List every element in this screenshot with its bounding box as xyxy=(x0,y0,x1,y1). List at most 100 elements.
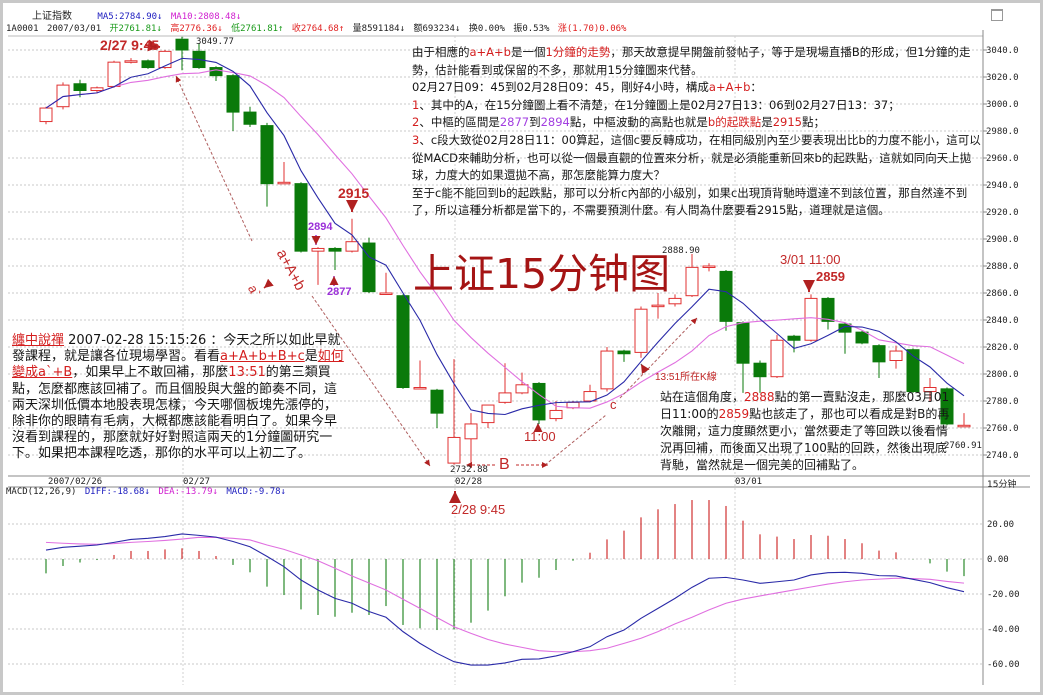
price-tick-label: 2920.0 xyxy=(986,208,1019,218)
candle xyxy=(413,360,427,390)
candle-body xyxy=(328,247,342,252)
candle-body xyxy=(362,242,376,293)
text-segment: 到 xyxy=(529,115,541,130)
candle xyxy=(838,322,852,354)
ma5-value: MA5:2784.90↓ xyxy=(97,12,163,22)
candle xyxy=(362,237,376,293)
candle xyxy=(719,270,733,331)
index-name: 上证指数 xyxy=(32,11,72,22)
text-segment: 次離開，這力度顯然更小，當然要走了等回跌以後看情 xyxy=(660,424,949,438)
label-2859: 2859 xyxy=(816,269,845,284)
candle xyxy=(481,404,495,428)
candle-body xyxy=(753,362,767,378)
candle xyxy=(141,59,155,69)
text-line: 1、其中的A，在15分鐘圖上看不清楚，在1分鐘圖上是02月27日13：06到02… xyxy=(412,97,981,115)
calendar-icon[interactable] xyxy=(991,9,1003,21)
arrow-2-27 xyxy=(144,39,161,52)
text-segment: 是 xyxy=(304,349,318,365)
dashed-arrow-c-up xyxy=(619,317,698,399)
label-high-2888: 2888.90 xyxy=(662,246,700,256)
candle-body xyxy=(90,87,104,92)
index-code: 1A0001 xyxy=(6,24,39,34)
macd-name: MACD(12,26,9) xyxy=(6,487,77,497)
candle-body xyxy=(838,323,852,333)
text-segment: 況再回補，而後面又出現了100點的回跌，然後出現底 xyxy=(660,441,947,455)
label-2-27-945: 2/27 9:45 xyxy=(100,37,160,53)
text-segment: 3 xyxy=(412,132,420,147)
candle xyxy=(736,321,750,393)
text-line: 至于c能不能回到b的起跌點，那可以分析c內部的小級別，如果c出現頂背馳時還達不到… xyxy=(412,185,981,203)
text-line: 站在這個角度，2888點的第一賣點沒走，那麼03月01 xyxy=(660,389,949,406)
text-segment: 了，所以這種分析都是當下的，不需要預測什麼。有人問為什麼要看2915點，道理就是… xyxy=(412,203,890,218)
candle xyxy=(532,382,546,424)
diff-line xyxy=(45,533,965,666)
close-value: 收2764.68↑ xyxy=(291,24,345,34)
amplitude-value: 振0.53% xyxy=(513,24,550,34)
candle xyxy=(328,247,342,271)
text-line: 下。如果把本課程吃透，那你的水平可以上初二了。 xyxy=(12,446,344,462)
text-segment: 勢，估計能看到或保留的不多，那就用15分鐘圖來代替。 xyxy=(412,62,703,77)
price-tick-label: 2940.0 xyxy=(986,181,1019,191)
dashed-arrow-to-2-28 xyxy=(311,295,431,467)
candle-body xyxy=(379,292,393,295)
text-segment: 13:51 xyxy=(228,365,266,381)
label-low-2760: 2760.91 xyxy=(944,441,982,451)
candle-body xyxy=(957,424,971,428)
candle xyxy=(957,413,971,428)
candle-body xyxy=(209,67,223,77)
candle xyxy=(243,106,257,127)
ma5-line xyxy=(45,57,965,416)
candle xyxy=(124,58,138,64)
ma10-line xyxy=(45,69,965,409)
text-segment: 02月27日09：45到02月28日09：45，剛好4小時，構成 xyxy=(412,80,709,95)
text-segment: 2859 xyxy=(718,407,750,421)
macd-panel xyxy=(45,500,965,666)
text-segment: ： xyxy=(750,80,762,95)
macd-tick-label: -60.00 xyxy=(987,660,1020,670)
turnover-value: 换0.00% xyxy=(468,24,505,34)
candles xyxy=(39,36,971,465)
text-segment: 變成a`+B xyxy=(12,365,73,381)
dea-value: DEA:-13.79↓ xyxy=(158,487,218,497)
candle xyxy=(430,388,444,428)
annotation-marks xyxy=(144,39,815,503)
chart-title: 上证15分钟图 xyxy=(413,250,671,298)
price-tick-label: 2960.0 xyxy=(986,154,1019,164)
candle-body xyxy=(311,247,325,252)
macd-header: MACD(12,26,9) DIFF:-18.68↓ DEA:-13.79↓ M… xyxy=(6,487,289,498)
candle xyxy=(311,247,325,285)
text-line: 從MACD來輔助分析，也可以從一個最直觀的位置來分析，就是必須能重新回來b的起跌… xyxy=(412,150,981,168)
macd-tick-label: -40.00 xyxy=(987,625,1020,635)
candle xyxy=(464,413,478,464)
dashed-line-c xyxy=(544,414,607,466)
text-segment: ，如果早上不敢回補，那麼 xyxy=(72,365,229,381)
text-segment: 下。如果把本課程吃透，那你的水平可以上初二了。 xyxy=(12,446,312,462)
candle xyxy=(498,363,512,404)
price-tick-label: 2880.0 xyxy=(986,262,1019,272)
period-label[interactable]: 15分钟 xyxy=(987,480,1017,490)
text-segment: 至于c能不能回到b的起跌點，那可以分析c內部的小級別，如果c出現頂背馳時還達不到… xyxy=(412,185,968,200)
label-B: B xyxy=(499,456,510,473)
candle xyxy=(787,334,801,353)
candle-body xyxy=(617,350,631,355)
candle-body xyxy=(515,384,529,394)
text-line: 兩天深圳低價本地股表現怎樣，今天哪個板塊先漲停的， xyxy=(12,398,344,414)
candle-body xyxy=(583,391,597,402)
candle-body xyxy=(345,241,359,252)
candle xyxy=(634,306,648,358)
candle-body xyxy=(668,297,682,305)
candle xyxy=(940,387,954,426)
label-2877: 2877 xyxy=(327,286,352,298)
text-segment: 點，怎麼都應該回補了。而且個股與大盤的節奏不同，這 xyxy=(12,381,338,397)
label-low-2732: 2732.88 xyxy=(450,465,488,475)
price-tick-label: 2860.0 xyxy=(986,289,1019,299)
candle-body xyxy=(141,60,155,69)
candle xyxy=(685,253,699,298)
price-tick-label: 2780.0 xyxy=(986,397,1019,407)
label-high-3049: 3049.77 xyxy=(196,37,234,47)
text-segment: 點，中樞波動的高點也就是 xyxy=(569,115,708,130)
text-line: 沒看到課程的，那麼就好好對照這兩天的1分鐘圖研究一 xyxy=(12,430,344,446)
price-tick-label: 2800.0 xyxy=(986,370,1019,380)
